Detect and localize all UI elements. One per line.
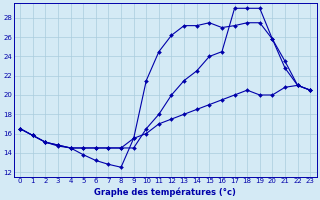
- X-axis label: Graphe des températures (°c): Graphe des températures (°c): [94, 187, 236, 197]
